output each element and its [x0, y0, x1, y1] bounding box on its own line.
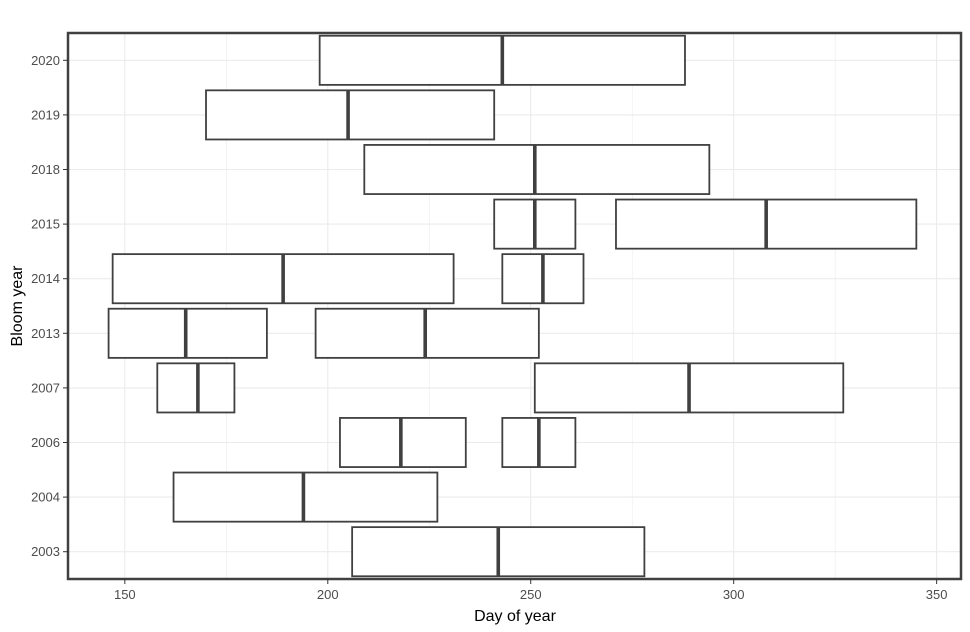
x-tick-label: 150	[114, 587, 136, 602]
y-tick-label: 2020	[31, 53, 60, 68]
x-tick-label: 300	[723, 587, 745, 602]
box-2013	[314, 307, 540, 359]
y-axis-title: Bloom year	[9, 265, 26, 347]
y-tick-label: 2019	[31, 107, 60, 122]
box-layer	[107, 34, 918, 578]
box-2013	[107, 307, 268, 359]
y-tick-label: 2015	[31, 217, 60, 232]
panel-border	[66, 31, 963, 581]
x-tick-label: 200	[317, 587, 339, 602]
x-tick-label: 350	[926, 587, 948, 602]
box-2007	[156, 362, 236, 414]
y-tick-label: 2003	[31, 544, 60, 559]
y-tick-label: 2006	[31, 435, 60, 450]
y-tick-label: 2013	[31, 326, 60, 341]
y-tick-label: 2004	[31, 490, 60, 505]
x-tick-label: 250	[520, 587, 542, 602]
box-2019	[205, 89, 496, 141]
x-axis-title: Day of year	[474, 608, 556, 625]
y-tick-label: 2018	[31, 162, 60, 177]
y-tick-label: 2007	[31, 380, 60, 395]
box-2004	[172, 471, 439, 523]
box-2006	[339, 417, 467, 468]
tick-layer: 150 200 250 300 350 2003 2004 2006 2007 2013 2014 2…	[31, 53, 947, 602]
y-tick-label: 2014	[31, 271, 60, 286]
box-2018	[363, 144, 711, 195]
